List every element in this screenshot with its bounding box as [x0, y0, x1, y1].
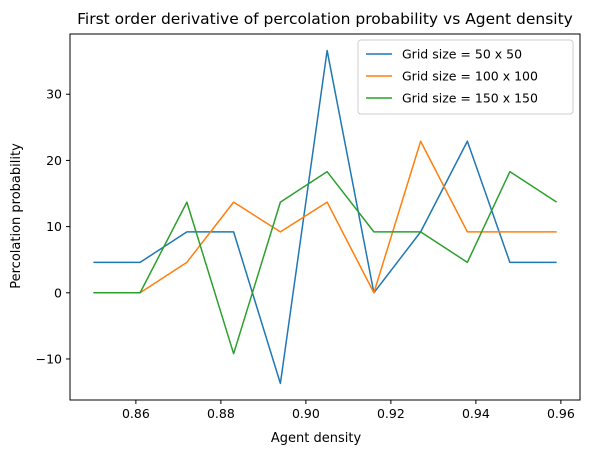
x-tick-label: 0.90 — [292, 406, 320, 421]
series-layer — [93, 49, 558, 385]
y-tick-label: 30 — [46, 87, 62, 102]
plot-frame — [69, 33, 581, 401]
x-axis-label: Agent density — [271, 431, 362, 446]
legend-label: Grid size = 100 x 100 — [402, 69, 538, 84]
y-tick-label: 10 — [46, 219, 62, 234]
x-tick-label: 0.96 — [547, 406, 575, 421]
y-axis-label: Percolation probability — [9, 143, 24, 289]
x-axis-ticks: 0.86 0.88 0.90 0.92 0.94 0.96 — [122, 400, 575, 421]
legend-label: Grid size = 50 x 50 — [402, 47, 522, 62]
y-axis-ticks: −10 0 10 20 30 — [36, 87, 70, 366]
x-tick-label: 0.92 — [377, 406, 405, 421]
series-line-3 — [93, 170, 558, 355]
plot-area: 0.86 0.88 0.90 0.92 0.94 0.96 −10 0 10 20 30 — [36, 33, 581, 421]
series-line-1 — [93, 49, 557, 385]
legend-box — [357, 39, 574, 115]
legend: Grid size = 50 x 50 Grid size = 100 x 100… — [357, 39, 574, 115]
legend-label: Grid size = 150 x 150 — [402, 91, 538, 106]
y-tick-label: 0 — [54, 285, 62, 300]
x-tick-label: 0.94 — [462, 406, 490, 421]
y-tick-label: −10 — [36, 351, 62, 366]
y-tick-label: 20 — [46, 153, 62, 168]
x-tick-label: 0.88 — [207, 406, 235, 421]
chart-title: First order derivative of percolation pr… — [77, 10, 573, 28]
x-tick-label: 0.86 — [122, 406, 150, 421]
